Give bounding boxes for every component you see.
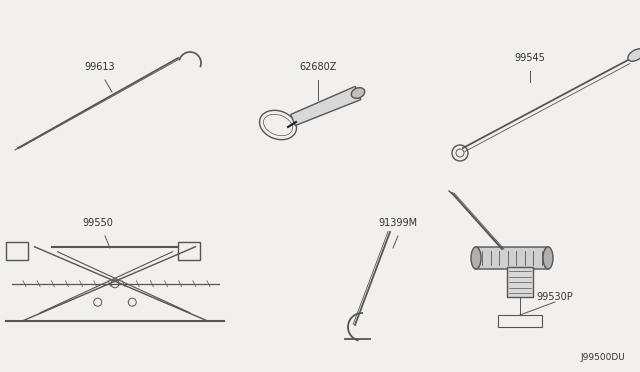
Text: J99500DU: J99500DU bbox=[580, 353, 625, 362]
Ellipse shape bbox=[351, 88, 365, 98]
Text: 99613: 99613 bbox=[84, 62, 115, 72]
Ellipse shape bbox=[628, 49, 640, 61]
FancyBboxPatch shape bbox=[474, 247, 550, 269]
Text: 99545: 99545 bbox=[515, 53, 545, 63]
Text: 99530P: 99530P bbox=[536, 292, 573, 302]
Text: 62680Z: 62680Z bbox=[300, 62, 337, 72]
Ellipse shape bbox=[471, 247, 481, 269]
FancyBboxPatch shape bbox=[507, 267, 533, 297]
Text: 99550: 99550 bbox=[83, 218, 113, 228]
Ellipse shape bbox=[543, 247, 553, 269]
Text: 91399M: 91399M bbox=[378, 218, 417, 228]
Polygon shape bbox=[291, 86, 361, 125]
